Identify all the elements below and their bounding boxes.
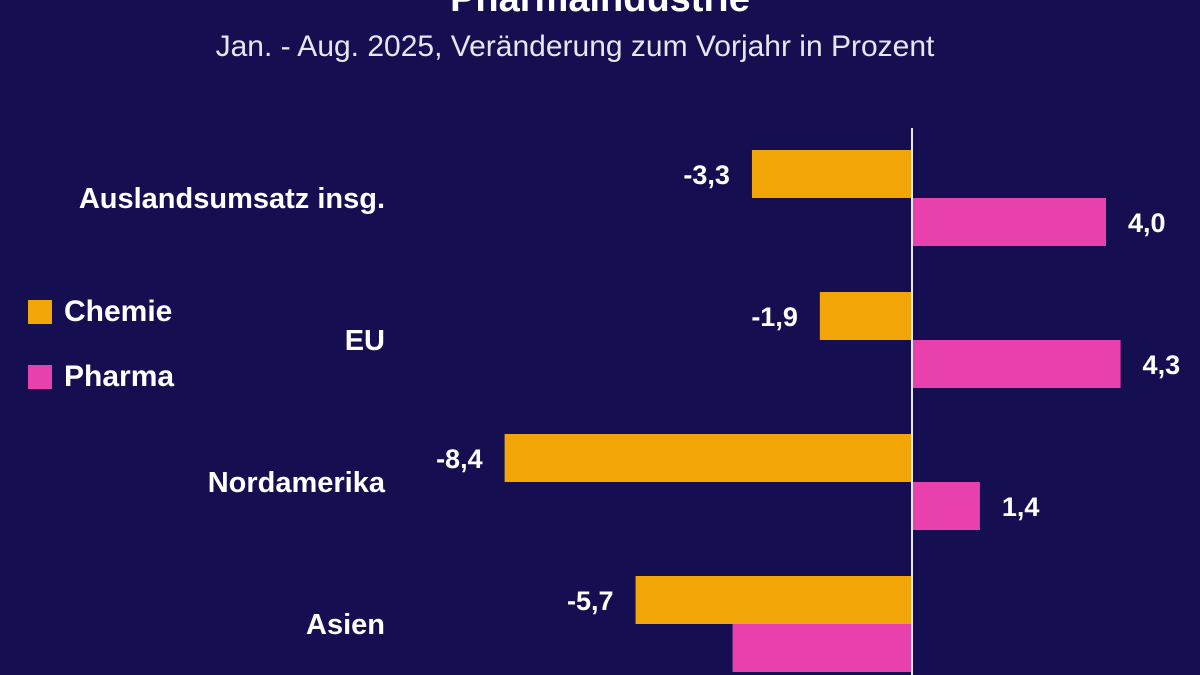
legend-label: Pharma xyxy=(64,360,175,393)
data-label: 4,0 xyxy=(1128,208,1166,238)
legend-label: Chemie xyxy=(64,295,173,328)
data-label: -1,9 xyxy=(751,302,798,332)
chart-subtitle: Jan. - Aug. 2025, Veränderung zum Vorjah… xyxy=(215,30,935,63)
bar-pharma xyxy=(912,482,980,530)
bar-pharma xyxy=(732,624,912,672)
legend-swatch-pharma xyxy=(28,365,52,389)
data-label: -3,3 xyxy=(683,160,730,190)
category-label: Nordamerika xyxy=(208,467,386,499)
chart-title: Pharmaindustrie xyxy=(0,0,1200,21)
category-label: EU xyxy=(345,325,385,357)
category-label: Asien xyxy=(306,609,385,641)
data-label: -8,4 xyxy=(436,444,483,474)
data-label: 1,4 xyxy=(1002,492,1040,522)
category-label: Auslandsumsatz insg. xyxy=(79,183,385,215)
legend-swatch-chemie xyxy=(28,300,52,324)
bar-chemie xyxy=(819,292,912,340)
bar-chemie xyxy=(635,576,912,624)
bar-chemie xyxy=(751,150,912,198)
bar-pharma xyxy=(912,198,1106,246)
bar-pharma xyxy=(912,340,1121,388)
bar-chemie xyxy=(504,434,912,482)
data-label: 4,3 xyxy=(1143,350,1181,380)
legend-item-pharma: Pharma xyxy=(28,360,174,394)
data-label: -5,7 xyxy=(567,586,614,616)
legend-item-chemie: Chemie xyxy=(28,295,172,329)
